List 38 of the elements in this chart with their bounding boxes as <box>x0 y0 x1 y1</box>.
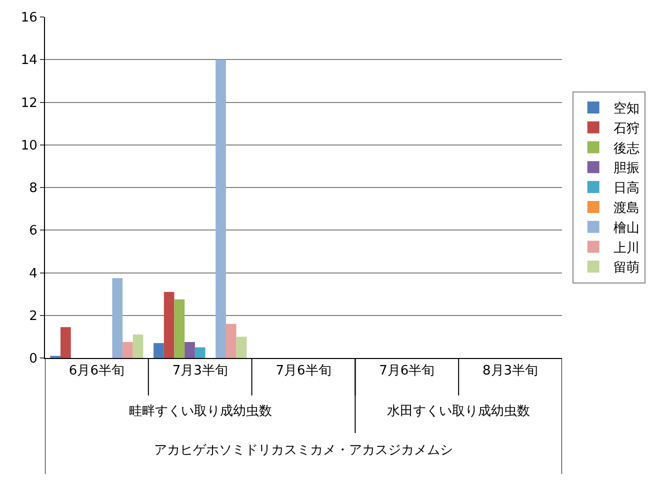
bar <box>216 60 226 358</box>
legend-label: 檜山 <box>613 220 640 236</box>
bar <box>164 292 174 358</box>
y-tick-label: 10 <box>20 138 38 154</box>
x-tick-label: 7月3半旬 <box>172 364 228 379</box>
x-tick-label: 7月6半旬 <box>379 364 435 379</box>
y-tick-label: 0 <box>29 352 38 367</box>
text: 畦畔すくい取り成幼虫数 <box>129 404 272 419</box>
bar <box>194 347 206 358</box>
y-tick-label: 2 <box>29 308 38 324</box>
legend-label: 上川 <box>613 240 640 256</box>
legend-label: 後志 <box>613 141 640 156</box>
bar <box>60 327 71 358</box>
bar <box>112 278 123 358</box>
bar <box>184 342 195 358</box>
legend-label: 空知 <box>613 102 640 117</box>
bar <box>122 342 133 358</box>
y-tick-label: 12 <box>20 96 38 111</box>
x-tick-label: 8月3半旬 <box>482 364 538 379</box>
bar <box>236 336 247 358</box>
x-tick-label: 7月6半旬 <box>276 364 332 379</box>
y-tick-label: 16 <box>20 10 38 26</box>
y-tick-label: 8 <box>29 181 38 196</box>
y-tick-label: 14 <box>20 53 38 68</box>
bar <box>132 334 144 358</box>
bar <box>154 343 164 358</box>
bar <box>174 299 185 358</box>
legend-label: 石狩 <box>613 121 640 136</box>
text: 水田すくい取り成幼虫数 <box>387 404 530 419</box>
x-tick-label: 6月6半旬 <box>68 364 124 379</box>
legend-label: 日高 <box>613 180 640 196</box>
text: アカヒゲホソミドリカスミカメ・アカスジカメムシ <box>154 443 453 458</box>
y-tick-label: 6 <box>29 224 38 239</box>
y-tick-label: 4 <box>29 266 38 282</box>
legend-label: 渡島 <box>613 201 640 216</box>
legend-label: 胆振 <box>613 161 640 176</box>
bar <box>226 324 236 358</box>
legend-label: 留萌 <box>613 260 640 276</box>
